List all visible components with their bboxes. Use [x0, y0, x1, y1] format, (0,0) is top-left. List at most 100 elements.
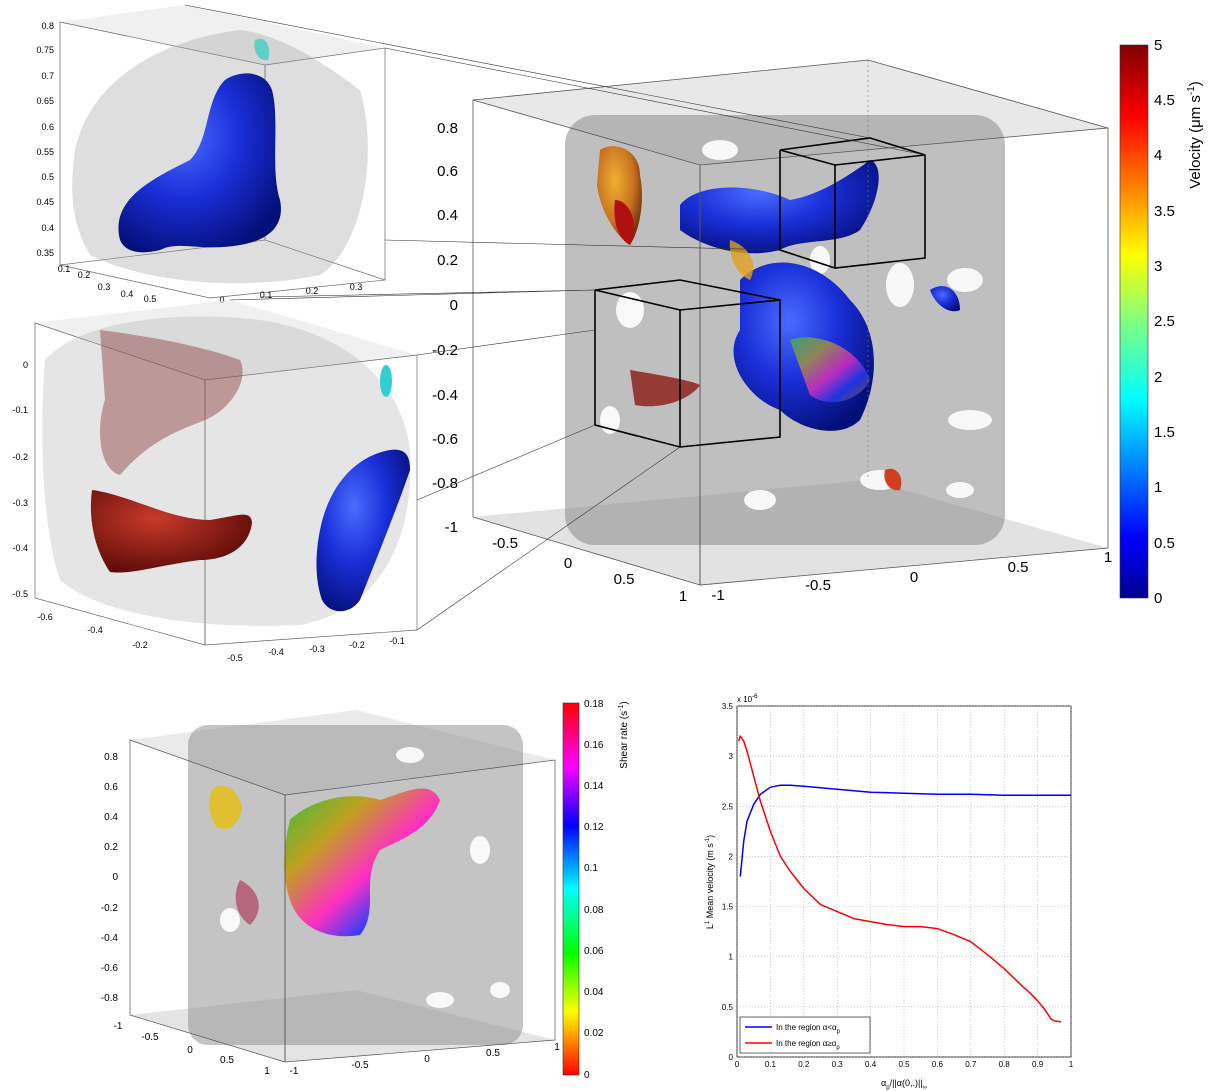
shear-tick: 0.02 [584, 1028, 604, 1039]
inset-middle-red-translucent [100, 330, 243, 475]
inset-top-z-tick: 0.4 [41, 223, 54, 233]
x-tick-label: 0.6 [932, 1060, 944, 1069]
inset-middle-cube: 0 -0.1 -0.2 -0.3 -0.4 -0.5 -0.6 -0.4 -0.… [12, 300, 418, 663]
velocity-colorbar-gradient [1119, 44, 1149, 599]
shear-x-tick: 0 [424, 1054, 430, 1065]
inset-top-y-tick: 0.1 [58, 264, 71, 274]
main-x-tick: 0 [910, 569, 918, 586]
shear-pore-holes [220, 747, 510, 1008]
chart-x-axis-label: αp/||α(0,.)||∞ [881, 1078, 927, 1091]
shear-x-tick: -1 [290, 1066, 299, 1077]
inset-top-z-tick-labels: 0.8 0.75 0.7 0.65 0.6 0.55 0.5 0.45 0.4 … [36, 21, 54, 258]
velocity-tick: 0 [1154, 590, 1162, 607]
blue-flow-blob-right [930, 286, 960, 312]
x-tick-label: 0.8 [999, 1060, 1011, 1069]
zoom-connector-lines [184, 4, 926, 631]
shear-z-tick: 0.6 [104, 782, 118, 793]
velocity-tick: 2.5 [1154, 313, 1175, 330]
yellow-flow-blob [729, 240, 754, 280]
inset-middle-z-tick: -0.4 [12, 543, 28, 553]
shear-tick: 0.06 [584, 946, 604, 957]
chart-plot-area [736, 705, 1072, 1058]
main-z-tick: 0.4 [437, 207, 458, 224]
shear-tick: 0.1 [584, 863, 598, 874]
velocity-tick: 3 [1154, 258, 1162, 275]
shear-tick: 0.04 [584, 987, 604, 998]
shear-y-tick: -0.5 [141, 1032, 159, 1043]
main-z-tick: -0.6 [432, 431, 458, 448]
inset-top-cube: 0.8 0.75 0.7 0.65 0.6 0.55 0.5 0.45 0.4 … [36, 5, 386, 305]
shear-colorbar-label: Shear rate (s-1) [618, 701, 630, 768]
inset-middle-z-tick: 0 [23, 360, 28, 370]
inset-middle-z-tick: -0.3 [12, 498, 28, 508]
series-line-alpha-below [739, 784, 1071, 877]
red-flow-blob-left [630, 370, 700, 407]
main-z-tick: 0.6 [437, 163, 458, 180]
main-x-tick: -1 [711, 587, 724, 604]
velocity-colorbar-ticks: 5 4.5 4 3.5 3 2.5 2 1.5 1 0.5 0 [1154, 37, 1175, 607]
shear-x-tick: 0.5 [486, 1048, 500, 1059]
inset-top-z-tick: 0.35 [36, 248, 54, 258]
main-y-tick: 0.5 [614, 571, 635, 588]
shear-yellow-blob [209, 785, 242, 829]
inset-middle-y-tick-labels: -0.6 -0.4 -0.2 [37, 612, 148, 650]
y-tick-label: 2.5 [722, 802, 734, 811]
inset-top-x-tick: 0 [219, 295, 224, 305]
inset-middle-z-tick-labels: 0 -0.1 -0.2 -0.3 -0.4 -0.5 [12, 360, 28, 599]
red-flow-tip [614, 200, 635, 245]
inset-top-blue-blob [118, 73, 281, 253]
inset-middle-z-tick: -0.2 [12, 452, 28, 462]
legend-box [739, 1016, 871, 1054]
inset-top-y-tick: 0.5 [144, 294, 157, 304]
velocity-tick: 3.5 [1154, 203, 1175, 220]
chart-y-axis-label: L1 Mean velocity (m s-1) [705, 835, 715, 929]
y-tick-label: 1 [729, 953, 734, 962]
shear-cube-x-tick-labels: -1 -0.5 0 0.5 1 [290, 1042, 561, 1077]
shear-y-tick: 0 [187, 1045, 193, 1056]
inset-top-z-tick: 0.6 [41, 122, 54, 132]
inset-top-x-tick: 0.3 [350, 282, 363, 292]
velocity-tick: 5 [1154, 37, 1162, 54]
chart-y-tick-labels: 0 0.5 1 1.5 2 2.5 3 3.5 [722, 702, 734, 1062]
x-tick-label: 0.9 [1032, 1060, 1044, 1069]
shear-z-tick: -0.2 [101, 903, 119, 914]
x-tick-label: 0 [735, 1060, 740, 1069]
shear-z-tick: -0.8 [101, 993, 119, 1004]
inset-middle-x-tick: -0.3 [309, 644, 325, 654]
mean-velocity-line-chart: 0 0.1 0.2 0.3 0.4 0.5 0.6 0.7 0.8 0.9 1 0 0.5 1 1.5 2 2… [705, 694, 1074, 1091]
inset-middle-x-tick: -0.4 [268, 647, 284, 657]
chart-y-multiplier: x 10-6 [737, 694, 758, 704]
mixed-velocity-blob [790, 337, 870, 403]
shear-colorbar-ticks: 0.18 0.16 0.14 0.12 0.1 0.08 0.06 0.04 0… [584, 699, 604, 1081]
y-tick-label: 1.5 [722, 903, 734, 912]
shear-y-tick: 1 [264, 1066, 270, 1077]
shear-rate-cube: 0.8 0.6 0.4 0.2 0 -0.2 -0.4 -0.6 -0.8 -1… [101, 710, 560, 1077]
shear-z-tick: 0.4 [104, 812, 118, 823]
main-cube-y-tick-labels: -0.5 0 0.5 1 [492, 535, 687, 605]
shear-z-tick: 0 [112, 872, 118, 883]
shear-tick: 0 [584, 1070, 590, 1081]
inset-top-z-tick: 0.55 [36, 147, 54, 157]
velocity-tick: 4.5 [1154, 92, 1175, 109]
velocity-tick: 1 [1154, 479, 1162, 496]
inset-top-z-tick: 0.8 [41, 21, 54, 31]
velocity-colorbar: 5 4.5 4 3.5 3 2.5 2 1.5 1 0.5 0 Velocity… [1119, 37, 1204, 607]
x-tick-label: 0.7 [965, 1060, 977, 1069]
chart-series [737, 735, 1071, 1023]
main-z-tick: 0 [450, 297, 458, 314]
inset-top-y-tick: 0.2 [78, 270, 91, 280]
inset-middle-red-blob [90, 490, 252, 573]
inset-top-z-tick: 0.5 [41, 172, 54, 182]
shear-colorbar-gradient [562, 702, 580, 1076]
shear-colorbar: 0.18 0.16 0.14 0.12 0.1 0.08 0.06 0.04 0… [562, 699, 630, 1081]
legend-entry-alpha-above: In the region α≥αp [776, 1039, 840, 1051]
main-y-tick: 1 [679, 588, 687, 605]
inset-middle-y-tick: -0.6 [37, 612, 53, 622]
series-line-alpha-above [737, 735, 1062, 1023]
y-tick-label: 2 [729, 852, 734, 861]
velocity-tick: 1.5 [1154, 424, 1175, 441]
inset-top-y-tick-labels: 0.1 0.2 0.3 0.4 0.5 [58, 264, 157, 304]
inset-middle-y-tick: -0.2 [132, 640, 148, 650]
x-tick-label: 1 [1069, 1060, 1074, 1069]
main-x-tick: 1 [1104, 549, 1112, 566]
